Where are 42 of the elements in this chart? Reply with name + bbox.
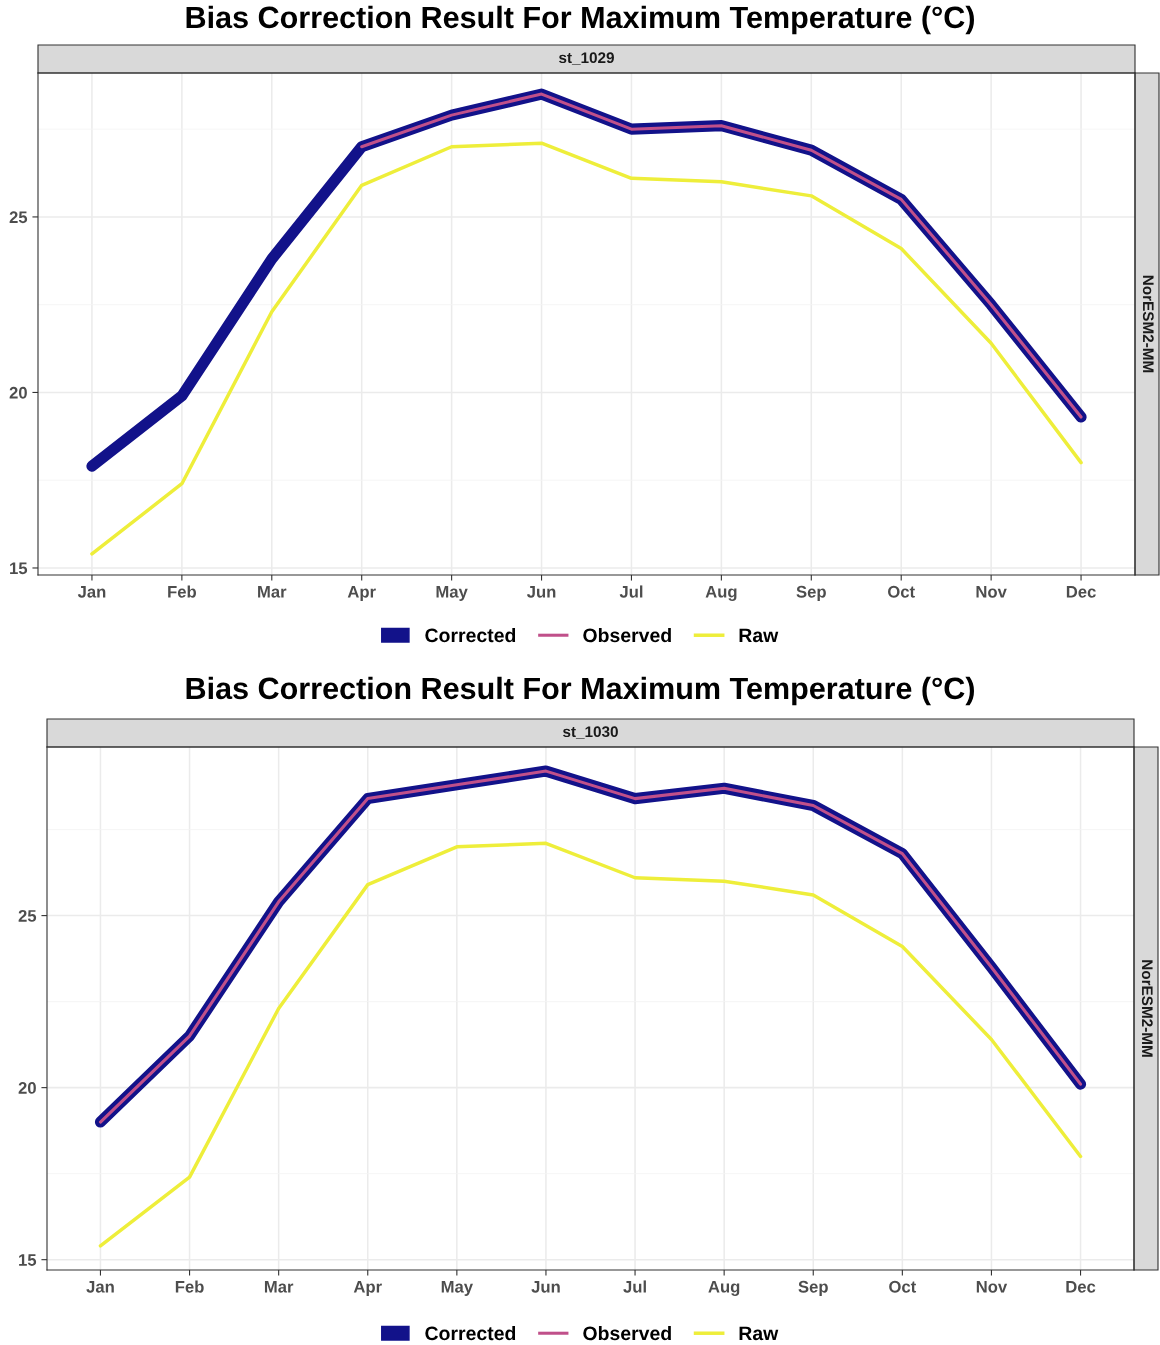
text: NorESM2-MM bbox=[1141, 960, 1153, 1057]
legend-label: Raw bbox=[739, 628, 779, 643]
legend-label: Observed bbox=[583, 627, 671, 643]
x-tick-label: Oct bbox=[889, 1280, 917, 1293]
x-tick-label: Jan bbox=[77, 586, 106, 598]
legend-label: Observed bbox=[583, 1325, 671, 1341]
text: NorESM2-MM bbox=[1142, 275, 1154, 373]
chart-title: Bias Correction Result For Maximum Temperature (°C) bbox=[186, 5, 974, 35]
y-tick-label: 20 bbox=[18, 1082, 36, 1094]
chart-subtitle: st_1029 bbox=[559, 52, 614, 65]
y-tick-label: 20 bbox=[9, 386, 27, 399]
x-tick-label: Nov bbox=[976, 1281, 1008, 1293]
x-tick-label: Aug bbox=[708, 1280, 740, 1296]
x-tick-label: Dec bbox=[1066, 1281, 1096, 1293]
legend-label: Raw bbox=[739, 1326, 779, 1341]
chart-subtitle: st_1030 bbox=[563, 726, 618, 739]
y-tick-label: 25 bbox=[18, 910, 37, 922]
x-tick-label: Sep bbox=[798, 1280, 828, 1296]
legend-label: Corrected bbox=[425, 627, 516, 643]
legend-label: Corrected bbox=[425, 1325, 516, 1341]
x-tick-label: Dec bbox=[1066, 586, 1096, 598]
x-tick-label: May bbox=[436, 586, 468, 601]
x-tick-label: Mar bbox=[264, 1281, 294, 1293]
x-tick-label: Jun bbox=[531, 1281, 560, 1293]
x-tick-label: Jul bbox=[619, 585, 643, 598]
y-tick-label: 15 bbox=[19, 1254, 37, 1266]
x-tick-label: Feb bbox=[168, 585, 196, 598]
x-tick-label: Aug bbox=[705, 585, 737, 601]
x-tick-label: Feb bbox=[175, 1280, 204, 1293]
x-tick-label: Sep bbox=[796, 585, 826, 601]
x-tick-label: Oct bbox=[888, 585, 915, 598]
x-tick-label: Mar bbox=[258, 586, 287, 598]
x-tick-label: May bbox=[441, 1281, 473, 1296]
y-tick-label: 25 bbox=[9, 211, 28, 224]
x-tick-label: Jan bbox=[86, 1281, 114, 1293]
x-tick-label: Apr bbox=[353, 1281, 382, 1296]
chart-title: Bias Correction Result For Maximum Temperature (°C) bbox=[186, 676, 974, 706]
y-tick-label: 15 bbox=[10, 562, 28, 575]
x-tick-label: Jun bbox=[526, 586, 556, 598]
x-tick-label: Jul bbox=[623, 1280, 646, 1293]
x-tick-label: Nov bbox=[976, 586, 1007, 598]
x-tick-label: Apr bbox=[347, 586, 376, 601]
